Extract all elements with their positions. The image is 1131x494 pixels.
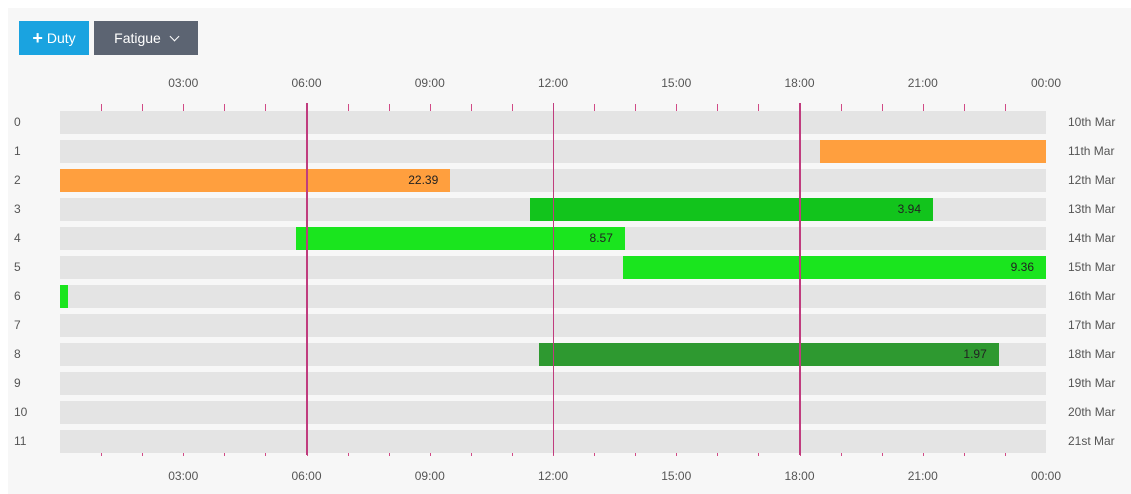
time-label-top: 00:00: [1030, 76, 1062, 90]
add-duty-button[interactable]: + Duty: [19, 21, 89, 55]
time-label-top: 21:00: [907, 76, 938, 90]
duty-bar[interactable]: [296, 227, 625, 250]
duty-bar-value: 22.39: [408, 173, 439, 187]
row-date-label: 20th Mar: [1068, 405, 1116, 419]
row-index-label: 8: [14, 347, 21, 361]
row-date-label: 19th Mar: [1068, 376, 1116, 390]
row-index-label: 6: [14, 289, 21, 303]
row-index-label: 9: [14, 376, 21, 390]
row-index-label: 10: [14, 405, 28, 419]
row-index-label: 4: [14, 231, 21, 245]
duty-bar[interactable]: [538, 343, 999, 366]
time-label-bottom: 06:00: [291, 469, 322, 483]
duty-bar[interactable]: [820, 140, 1046, 163]
duty-bar-value: 1.97: [963, 347, 987, 361]
duty-bar[interactable]: [60, 285, 69, 308]
hour-tick-top: [101, 104, 102, 111]
row-date-label: 17th Mar: [1068, 318, 1116, 332]
row-index-label: 2: [14, 173, 21, 187]
row-index-label: 1: [14, 144, 21, 158]
row-date-label: 21st Mar: [1068, 434, 1115, 448]
row-index-label: 3: [14, 202, 21, 216]
fatigue-dropdown[interactable]: Fatigue: [94, 21, 198, 55]
time-label-bottom: 00:00: [1030, 469, 1062, 483]
time-marker-line: [552, 103, 554, 455]
time-label-bottom: 12:00: [537, 469, 569, 483]
hour-tick-top: [923, 104, 924, 111]
row-date-label: 13th Mar: [1068, 202, 1116, 216]
plus-icon: +: [32, 28, 43, 48]
time-label-bottom: 03:00: [168, 469, 199, 483]
row-index-label: 7: [14, 318, 21, 332]
duty-bar[interactable]: [530, 198, 933, 221]
hour-tick-top: [307, 104, 308, 111]
hour-tick-top: [882, 104, 883, 111]
row-date-label: 16th Mar: [1068, 289, 1116, 303]
duty-bar[interactable]: [60, 169, 451, 192]
row-date-label: 11th Mar: [1068, 144, 1115, 158]
hour-tick-top: [964, 104, 965, 111]
duty-bar-value: 3.94: [897, 202, 922, 216]
hour-tick-top: [183, 104, 184, 111]
add-duty-label: Duty: [46, 30, 76, 46]
time-label-top: 06:00: [291, 76, 322, 90]
hour-tick-top: [389, 104, 390, 111]
duty-bar[interactable]: [622, 256, 1046, 279]
time-label-top: 18:00: [784, 76, 815, 90]
hour-tick-top: [430, 104, 431, 111]
chevron-down-icon: [169, 31, 180, 41]
hour-tick-top: [841, 104, 842, 111]
hour-tick-top: [142, 104, 143, 111]
time-label-top: 03:00: [168, 76, 199, 90]
duty-bar-value: 9.36: [1010, 260, 1034, 274]
time-label-bottom: 15:00: [661, 469, 692, 483]
time-label-top: 09:00: [414, 76, 445, 90]
row-date-label: 10th Mar: [1068, 115, 1116, 129]
hour-tick-top: [594, 104, 595, 111]
row-date-label: 12th Mar: [1068, 173, 1116, 187]
hour-tick-top: [635, 104, 636, 111]
time-label-top: 15:00: [661, 76, 692, 90]
hour-tick-top: [758, 104, 759, 111]
time-label-bottom: 18:00: [784, 469, 815, 483]
time-marker-line: [799, 103, 801, 455]
duty-bar-value: 8.57: [589, 231, 613, 245]
row-index-label: 11: [14, 434, 27, 448]
hour-tick-top: [512, 104, 513, 111]
row-date-label: 15th Mar: [1068, 260, 1116, 274]
hour-tick-top: [717, 104, 718, 111]
row-index-label: 5: [14, 260, 21, 274]
fatigue-label: Fatigue: [114, 30, 161, 46]
time-label-bottom: 21:00: [907, 469, 938, 483]
hour-tick-top: [676, 104, 677, 111]
hour-tick-top: [224, 104, 225, 111]
row-date-label: 18th Mar: [1068, 347, 1116, 361]
row-date-label: 14th Mar: [1068, 231, 1116, 245]
hour-tick-top: [471, 104, 472, 111]
hour-tick-top: [348, 104, 349, 111]
row-index-label: 0: [14, 115, 21, 129]
hour-tick-top: [1005, 104, 1006, 111]
hour-tick-top: [265, 104, 266, 111]
time-label-top: 12:00: [537, 76, 569, 90]
time-marker-line: [306, 103, 308, 455]
hour-tick-top: [800, 104, 801, 111]
time-label-bottom: 09:00: [414, 469, 445, 483]
